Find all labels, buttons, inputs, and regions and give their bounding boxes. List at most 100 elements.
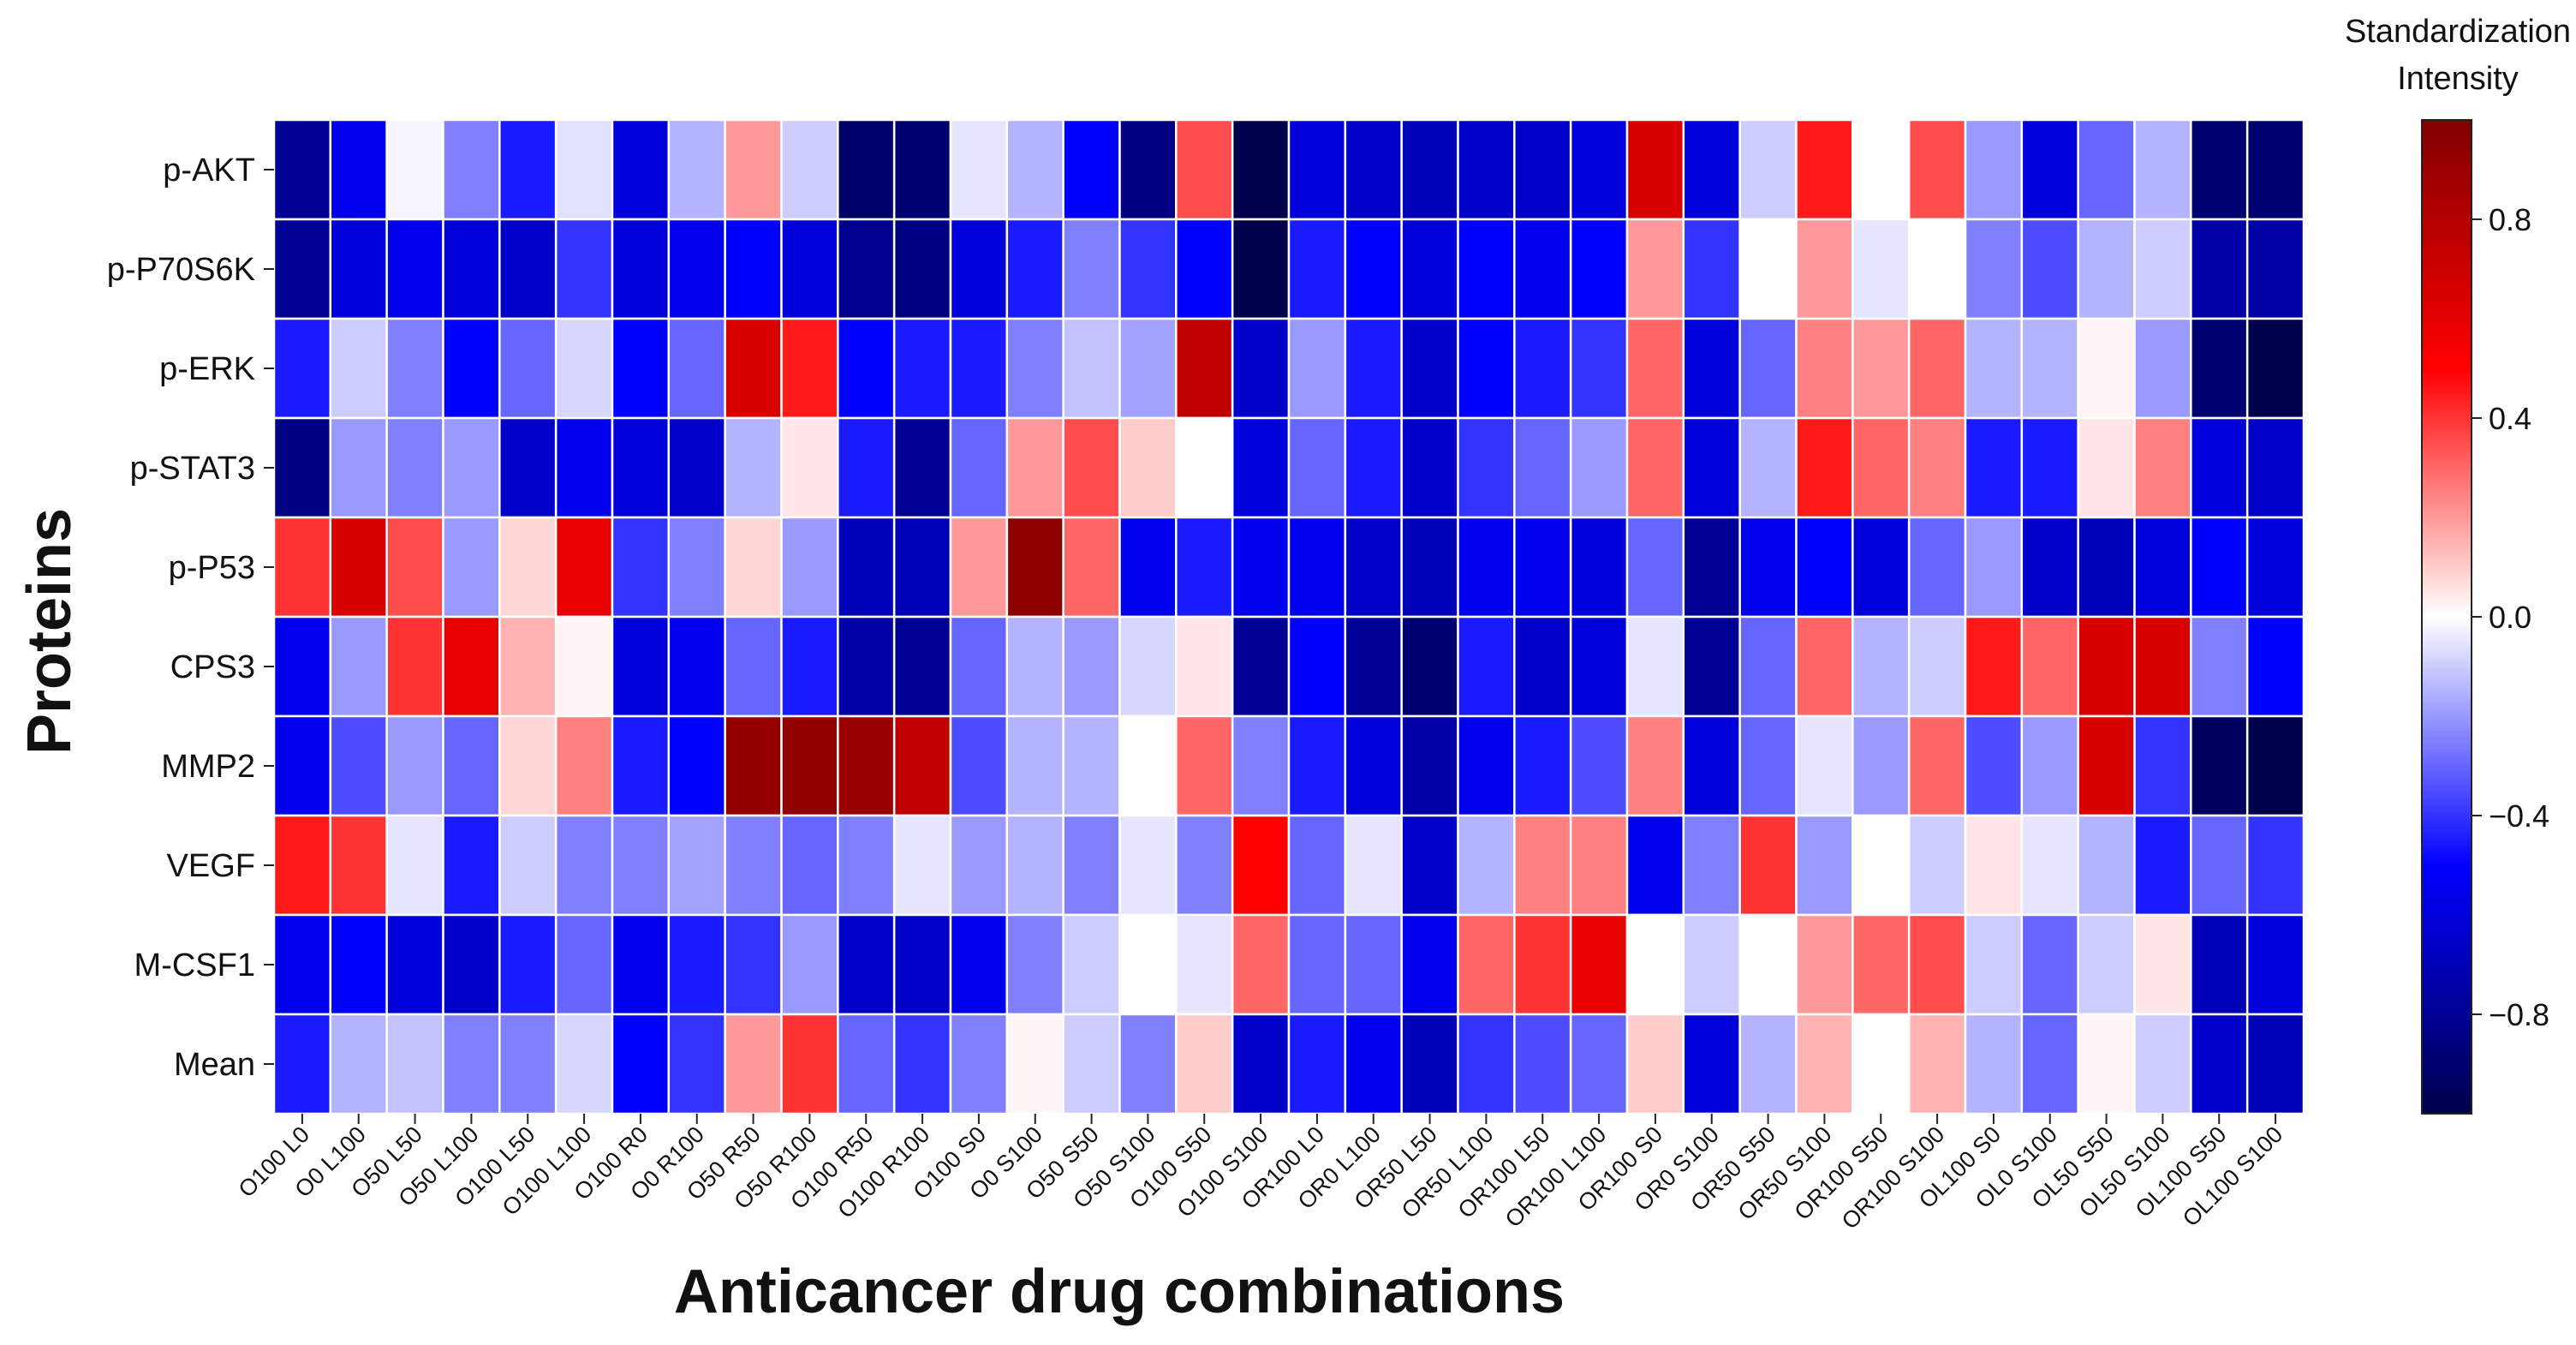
heatmap-cell	[1569, 814, 1629, 917]
heatmap-cell	[329, 516, 388, 619]
heatmap-cell	[1400, 615, 1459, 718]
y-tick-labels: p-AKT p-P70S6K p-ERK p-STAT3 p-P53 CPS3 MMP2 VE…	[107, 152, 274, 1083]
heatmap-cell	[498, 714, 558, 817]
heatmap-cell	[2190, 1013, 2249, 1115]
heatmap-cell	[2077, 118, 2136, 221]
heatmap-cell	[1231, 317, 1291, 420]
heatmap-cell	[272, 416, 332, 519]
heatmap-cell	[1005, 317, 1064, 420]
heatmap-cell	[1907, 615, 1967, 718]
heatmap-cell	[329, 218, 388, 320]
heatmap-cell	[2245, 317, 2305, 420]
heatmap-cell	[1625, 516, 1685, 619]
heatmap-cell	[442, 118, 501, 221]
heatmap-cell	[1682, 218, 1741, 320]
heatmap-cell	[1005, 913, 1064, 1016]
heatmap-cell	[1738, 516, 1798, 619]
heatmap-cell	[667, 317, 726, 420]
colorbar-scale	[2421, 119, 2472, 1115]
heatmap-cell	[1682, 714, 1741, 817]
heatmap-cell	[2077, 1013, 2136, 1115]
heatmap-cell	[329, 615, 388, 718]
heatmap-cell	[1569, 118, 1629, 221]
heatmap-cell	[724, 714, 783, 817]
heatmap-cell	[1682, 913, 1741, 1016]
heatmap-cell	[892, 118, 952, 221]
heatmap-cell	[498, 814, 558, 917]
heatmap-cell	[724, 913, 783, 1016]
heatmap-cell	[1795, 913, 1854, 1016]
heatmap-cell	[554, 516, 614, 619]
heatmap-cell	[385, 218, 444, 320]
heatmap-cell	[1625, 416, 1685, 519]
heatmap-cell	[1569, 913, 1629, 1016]
heatmap-cell	[611, 118, 671, 221]
heatmap-cell	[1062, 416, 1121, 519]
heatmap-cell	[1682, 317, 1741, 420]
heatmap-cell	[1513, 1013, 1572, 1115]
y-tick-label: p-STAT3	[130, 451, 255, 487]
heatmap-cell	[949, 218, 1009, 320]
heatmap-cells	[272, 118, 2305, 1115]
heatmap-cell	[1231, 814, 1291, 917]
heatmap-cell	[2020, 913, 2079, 1016]
heatmap-cell	[385, 118, 444, 221]
heatmap-cell	[2020, 615, 2079, 718]
heatmap-cell	[2190, 516, 2249, 619]
heatmap-cell	[1175, 615, 1234, 718]
heatmap-cell	[442, 416, 501, 519]
heatmap-cell	[554, 416, 614, 519]
heatmap-cell	[1062, 516, 1121, 619]
heatmap-cell	[2190, 218, 2249, 320]
heatmap-cell	[780, 615, 839, 718]
heatmap-cell	[2133, 615, 2192, 718]
heatmap-cell	[1457, 714, 1516, 817]
heatmap-cell	[780, 218, 839, 320]
heatmap-cell	[1738, 615, 1798, 718]
heatmap-cell	[667, 615, 726, 718]
heatmap-cell	[1513, 714, 1572, 817]
heatmap-cell	[2133, 317, 2192, 420]
heatmap-cell	[1738, 714, 1798, 817]
heatmap-cell	[1175, 516, 1234, 619]
heatmap-cell	[1625, 118, 1685, 221]
heatmap-cell	[2245, 516, 2305, 619]
heatmap-cell	[2077, 416, 2136, 519]
heatmap-cell	[2245, 814, 2305, 917]
heatmap-cell	[2190, 814, 2249, 917]
heatmap-cell	[1907, 416, 1967, 519]
y-tick-label: Mean	[174, 1047, 255, 1083]
colorbar-tick-label: 0.4	[2489, 401, 2531, 436]
heatmap-cell	[2133, 1013, 2192, 1115]
heatmap-cell	[1964, 416, 2024, 519]
heatmap-cell	[1400, 416, 1459, 519]
heatmap-cell	[1118, 1013, 1178, 1115]
heatmap-cell	[329, 317, 388, 420]
heatmap-cell	[780, 416, 839, 519]
heatmap-cell	[2133, 218, 2192, 320]
y-tick-label: p-P70S6K	[107, 252, 255, 288]
heatmap-cell	[1175, 218, 1234, 320]
heatmap-cell	[837, 814, 896, 917]
heatmap-cell	[1513, 317, 1572, 420]
heatmap-cell	[1907, 118, 1967, 221]
y-tick-label: MMP2	[161, 749, 255, 785]
x-axis-title: Anticancer drug combinations	[674, 1258, 1565, 1326]
heatmap-cell	[1625, 615, 1685, 718]
heatmap-cell	[1569, 615, 1629, 718]
colorbar-tick-label: 0.8	[2489, 202, 2531, 237]
colorbar-tick-label: −0.8	[2489, 997, 2549, 1032]
heatmap-cell	[1625, 1013, 1685, 1115]
heatmap-cell	[442, 516, 501, 619]
heatmap-cell	[667, 218, 726, 320]
heatmap-cell	[892, 416, 952, 519]
heatmap-cell	[1287, 814, 1347, 917]
heatmap-cell	[1175, 118, 1234, 221]
heatmap-cell	[1287, 118, 1347, 221]
heatmap-cell	[1852, 317, 1911, 420]
heatmap-cell	[1795, 814, 1854, 917]
heatmap-cell	[272, 218, 332, 320]
heatmap-cell	[1287, 218, 1347, 320]
heatmap-cell	[1344, 218, 1403, 320]
heatmap-cell	[1964, 317, 2024, 420]
